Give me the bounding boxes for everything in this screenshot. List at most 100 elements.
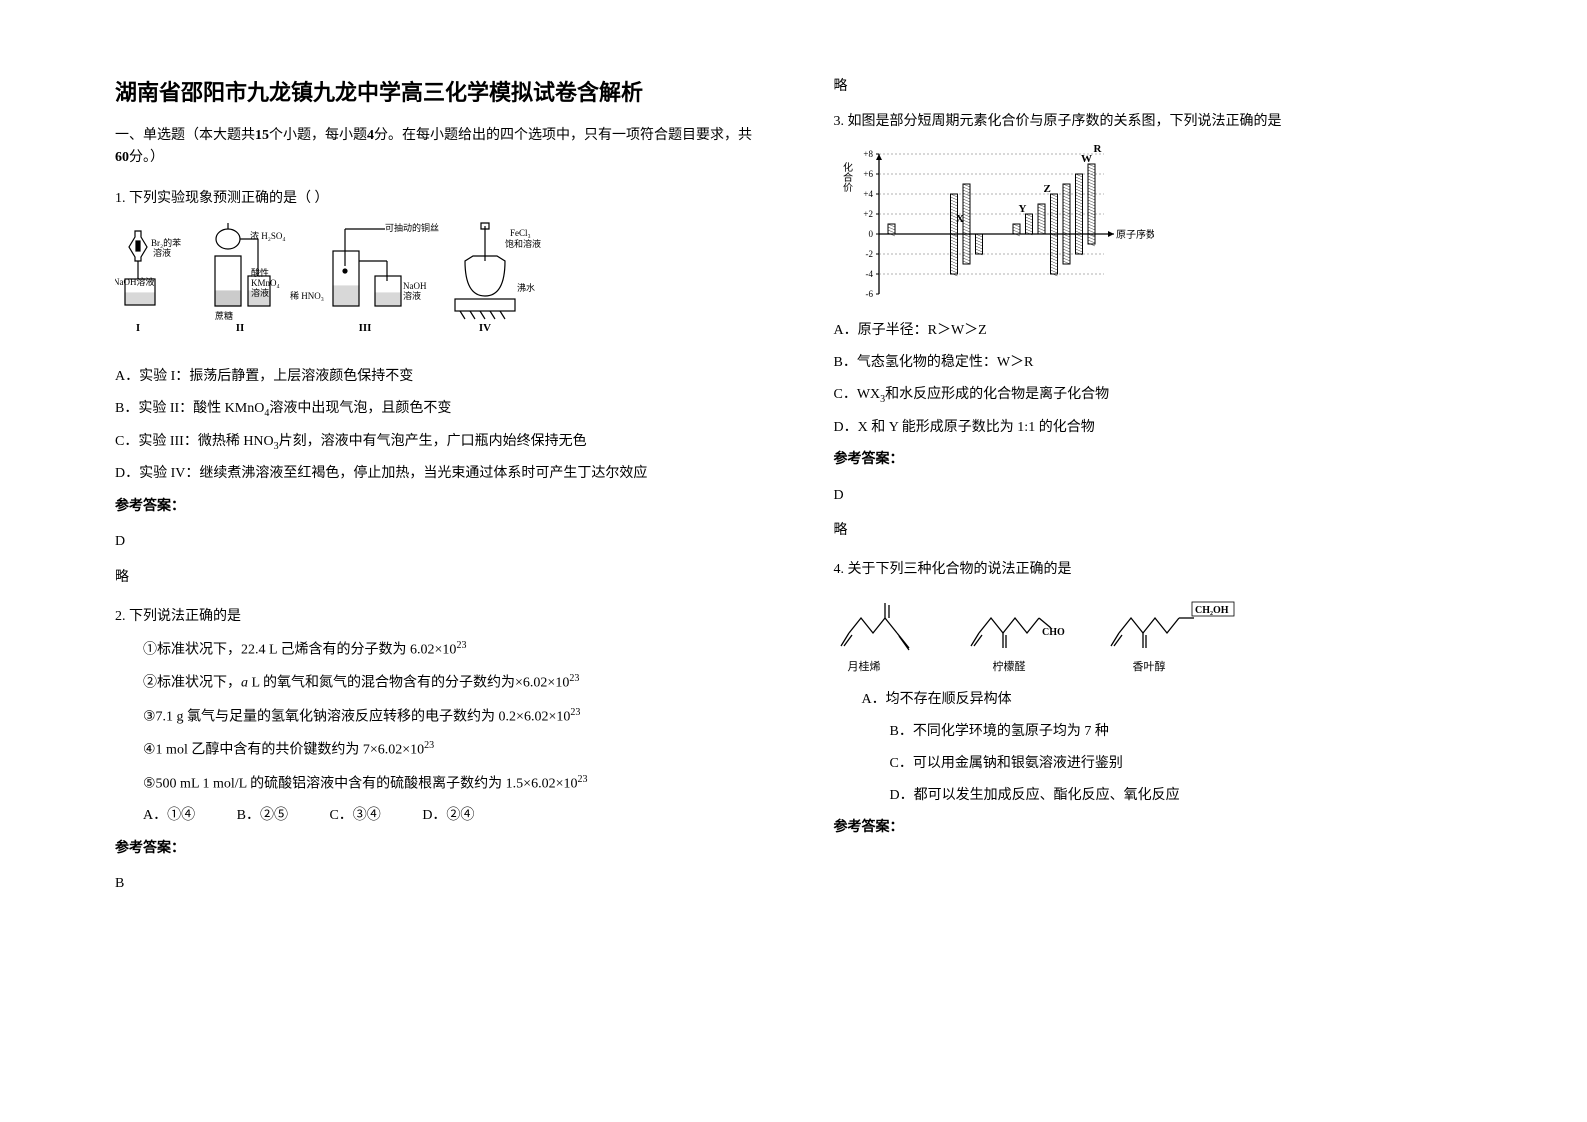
q4-optC: C．可以用金属钠和银氨溶液进行鉴别 bbox=[834, 752, 1473, 776]
q1-optC-pre: C．实验 III：微热稀 HNO bbox=[115, 434, 274, 449]
svg-text:+4: +4 bbox=[863, 189, 873, 199]
q1-optC-post: 片刻，溶液中有气泡产生，广口瓶内始终保持无色 bbox=[279, 434, 587, 449]
q1-optB: B．实验 II：酸性 KMnO4溶液中出现气泡，且颜色不变 bbox=[115, 397, 754, 422]
label-kmno4: KMnO₄ bbox=[251, 278, 280, 288]
q2-stem: 2. 下列说法正确的是 bbox=[115, 604, 754, 629]
valence-chart-svg: 化合价+8+6+4+20-2-4-6原子序数XYZWR bbox=[834, 142, 1154, 307]
q3-optD: D．X 和 Y 能形成原子数比为 1:1 的化合物 bbox=[834, 416, 1473, 440]
label-sugar: 蔗糖 bbox=[215, 310, 233, 321]
svg-text:Z: Z bbox=[1043, 183, 1050, 195]
q3-chart: 化合价+8+6+4+20-2-4-6原子序数XYZWR bbox=[834, 142, 1154, 307]
q3-optC-post: 和水反应形成的化合物是离子化合物 bbox=[885, 387, 1109, 402]
label-soln2: 溶液 bbox=[251, 287, 269, 298]
q3-stem: 3. 如图是部分短周期元素化合价与原子序数的关系图，下列说法正确的是 bbox=[834, 109, 1473, 134]
q4-molecules: CHO CH₂OH 月桂烯 柠檬醛 香叶醇 bbox=[834, 590, 1254, 680]
label-soln1: 溶液 bbox=[153, 247, 171, 258]
svg-text:-4: -4 bbox=[865, 269, 873, 279]
q2-s1: ①标准状况下，22.4 L 己烯含有的分子数为 6.02×1023 bbox=[115, 637, 754, 662]
q1-stem: 1. 下列实验现象预测正确的是（ ） bbox=[115, 186, 754, 211]
svg-text:化合价: 化合价 bbox=[840, 161, 852, 192]
svg-text:+8: +8 bbox=[863, 149, 873, 159]
label-br2: Br₂的苯 bbox=[151, 237, 181, 248]
q4-optD: D．都可以发生加成反应、酯化反应、氧化反应 bbox=[834, 784, 1473, 808]
q2-s2-mid: L 的氧气和氮气的混合物含有的分子数约为×6.02×10 bbox=[248, 676, 569, 691]
q2-s2-var: a bbox=[241, 676, 248, 691]
label-boil: 沸水 bbox=[517, 282, 535, 293]
svg-text:+2: +2 bbox=[863, 209, 873, 219]
experiment-svg: Br₂的苯 溶液 NaOH溶液 I 浓 H₂SO₄ 蔗糖 酸性 bbox=[115, 221, 545, 351]
label-I: I bbox=[136, 322, 140, 334]
svg-text:-6: -6 bbox=[865, 289, 873, 299]
q2-s4-pre: ④1 mol 乙醇中含有的共价键数约为 7×6.02×10 bbox=[143, 743, 424, 758]
q1-optC: C．实验 III：微热稀 HNO3片刻，溶液中有气泡产生，广口瓶内始终保持无色 bbox=[115, 430, 754, 455]
section-intro: 一、单选题（本大题共15个小题，每小题4分。在每小题给出的四个选项中，只有一项符… bbox=[115, 125, 754, 170]
svg-text:0: 0 bbox=[868, 229, 873, 239]
label-fecl3: FeCl₃ bbox=[510, 228, 531, 238]
label-naoh2: NaOH bbox=[403, 281, 427, 291]
q1-answer-label: 参考答案： bbox=[115, 494, 754, 519]
mol-name1: 月桂烯 bbox=[847, 659, 880, 673]
q2-s3-pre: ③7.1 g 氯气与足量的氢氧化钠溶液反应转移的电子数约为 0.2×6.02×1… bbox=[143, 709, 570, 724]
intro-text4: 分。） bbox=[129, 150, 164, 165]
label-II: II bbox=[236, 322, 245, 334]
svg-text:W: W bbox=[1081, 153, 1092, 165]
left-column: 湖南省邵阳市九龙镇九龙中学高三化学模拟试卷含解析 一、单选题（本大题共15个小题… bbox=[95, 75, 794, 1082]
q2-s5: ⑤500 mL 1 mol/L 的硫酸铝溶液中含有的硫酸根离子数约为 1.5×6… bbox=[115, 771, 754, 796]
label-III: III bbox=[359, 322, 372, 334]
q2-s4-sup: 23 bbox=[424, 740, 434, 751]
q2-s5-sup: 23 bbox=[577, 774, 587, 785]
mol-ch2oh: CH₂OH bbox=[1195, 605, 1229, 616]
mol-cho: CHO bbox=[1042, 627, 1065, 638]
intro-points: 4 bbox=[367, 128, 374, 143]
q3-optC: C．WX3和水反应形成的化合物是离子化合物 bbox=[834, 383, 1473, 408]
q2-s2-sup: 23 bbox=[569, 673, 579, 684]
q2-s4: ④1 mol 乙醇中含有的共价键数约为 7×6.02×1023 bbox=[115, 737, 754, 762]
q1-optD: D．实验 IV：继续煮沸溶液至红褐色，停止加热，当光束通过体系时可产生丁达尔效应 bbox=[115, 462, 754, 486]
label-cuwire: 可抽动的铜丝 bbox=[385, 222, 439, 233]
intro-text: 一、单选题（本大题共 bbox=[115, 128, 255, 143]
q1-optA: A．实验 I：振荡后静置，上层溶液颜色保持不变 bbox=[115, 365, 754, 389]
intro-count: 15 bbox=[255, 128, 269, 143]
svg-text:+6: +6 bbox=[863, 169, 873, 179]
q1-answer: D bbox=[115, 529, 754, 554]
question-3: 3. 如图是部分短周期元素化合价与原子序数的关系图，下列说法正确的是 化合价 +8… bbox=[834, 109, 1473, 543]
q4-optB: B．不同化学环境的氢原子均为 7 种 bbox=[834, 720, 1473, 744]
q3-optC-pre: C．WX bbox=[834, 387, 881, 402]
right-column: 略 3. 如图是部分短周期元素化合价与原子序数的关系图，下列说法正确的是 化合价… bbox=[794, 75, 1493, 1082]
label-acid: 酸性 bbox=[251, 267, 269, 278]
q3-optB: B．气态氢化物的稳定性：W＞R bbox=[834, 351, 1473, 375]
q4-optA: A．均不存在顺反异构体 bbox=[834, 688, 1473, 712]
intro-total: 60 bbox=[115, 150, 129, 165]
q2-answer-label: 参考答案： bbox=[115, 836, 754, 861]
q2-note: 略 bbox=[834, 75, 1473, 95]
q2-optD: D．②④ bbox=[422, 808, 474, 823]
q2-s1-pre: ①标准状况下，22.4 L 己烯含有的分子数为 6.02×10 bbox=[143, 643, 456, 658]
intro-text2: 个小题，每小题 bbox=[269, 128, 367, 143]
svg-text:-2: -2 bbox=[865, 249, 873, 259]
svg-text:原子序数: 原子序数 bbox=[1116, 228, 1154, 241]
question-2: 2. 下列说法正确的是 ①标准状况下，22.4 L 己烯含有的分子数为 6.02… bbox=[115, 604, 754, 897]
question-4: 4. 关于下列三种化合物的说法正确的是 bbox=[834, 557, 1473, 841]
label-naoh: NaOH溶液 bbox=[115, 276, 155, 287]
svg-text:R: R bbox=[1093, 143, 1102, 155]
q2-answer: B bbox=[115, 871, 754, 896]
mol-name3: 香叶醇 bbox=[1132, 659, 1165, 673]
q2-optB: B．②⑤ bbox=[237, 808, 288, 823]
question-1: 1. 下列实验现象预测正确的是（ ） Br₂的苯 溶液 NaOH溶液 I bbox=[115, 186, 754, 590]
q2-optC: C．③④ bbox=[329, 808, 380, 823]
label-sat: 饱和溶液 bbox=[505, 238, 541, 249]
label-hno3: 稀 HNO₃ bbox=[290, 290, 324, 301]
label-h2so4: 浓 H₂SO₄ bbox=[250, 231, 286, 241]
q2-s1-sup: 23 bbox=[456, 640, 466, 651]
q2-s5-pre: ⑤500 mL 1 mol/L 的硫酸铝溶液中含有的硫酸根离子数约为 1.5×6… bbox=[143, 776, 577, 791]
q3-answer-label: 参考答案： bbox=[834, 447, 1473, 472]
q3-answer: D bbox=[834, 483, 1473, 508]
label-soln3: 溶液 bbox=[403, 290, 421, 301]
q1-optB-post: 溶液中出现气泡，且颜色不变 bbox=[269, 401, 451, 416]
q1-diagram: Br₂的苯 溶液 NaOH溶液 I 浓 H₂SO₄ 蔗糖 酸性 bbox=[115, 221, 545, 351]
q2-s3-sup: 23 bbox=[570, 707, 580, 718]
page-title: 湖南省邵阳市九龙镇九龙中学高三化学模拟试卷含解析 bbox=[115, 75, 754, 107]
molecules-svg: CHO CH₂OH 月桂烯 柠檬醛 香叶醇 bbox=[834, 590, 1254, 680]
svg-text:Y: Y bbox=[1018, 203, 1026, 215]
mol-name2: 柠檬醛 bbox=[992, 659, 1025, 673]
